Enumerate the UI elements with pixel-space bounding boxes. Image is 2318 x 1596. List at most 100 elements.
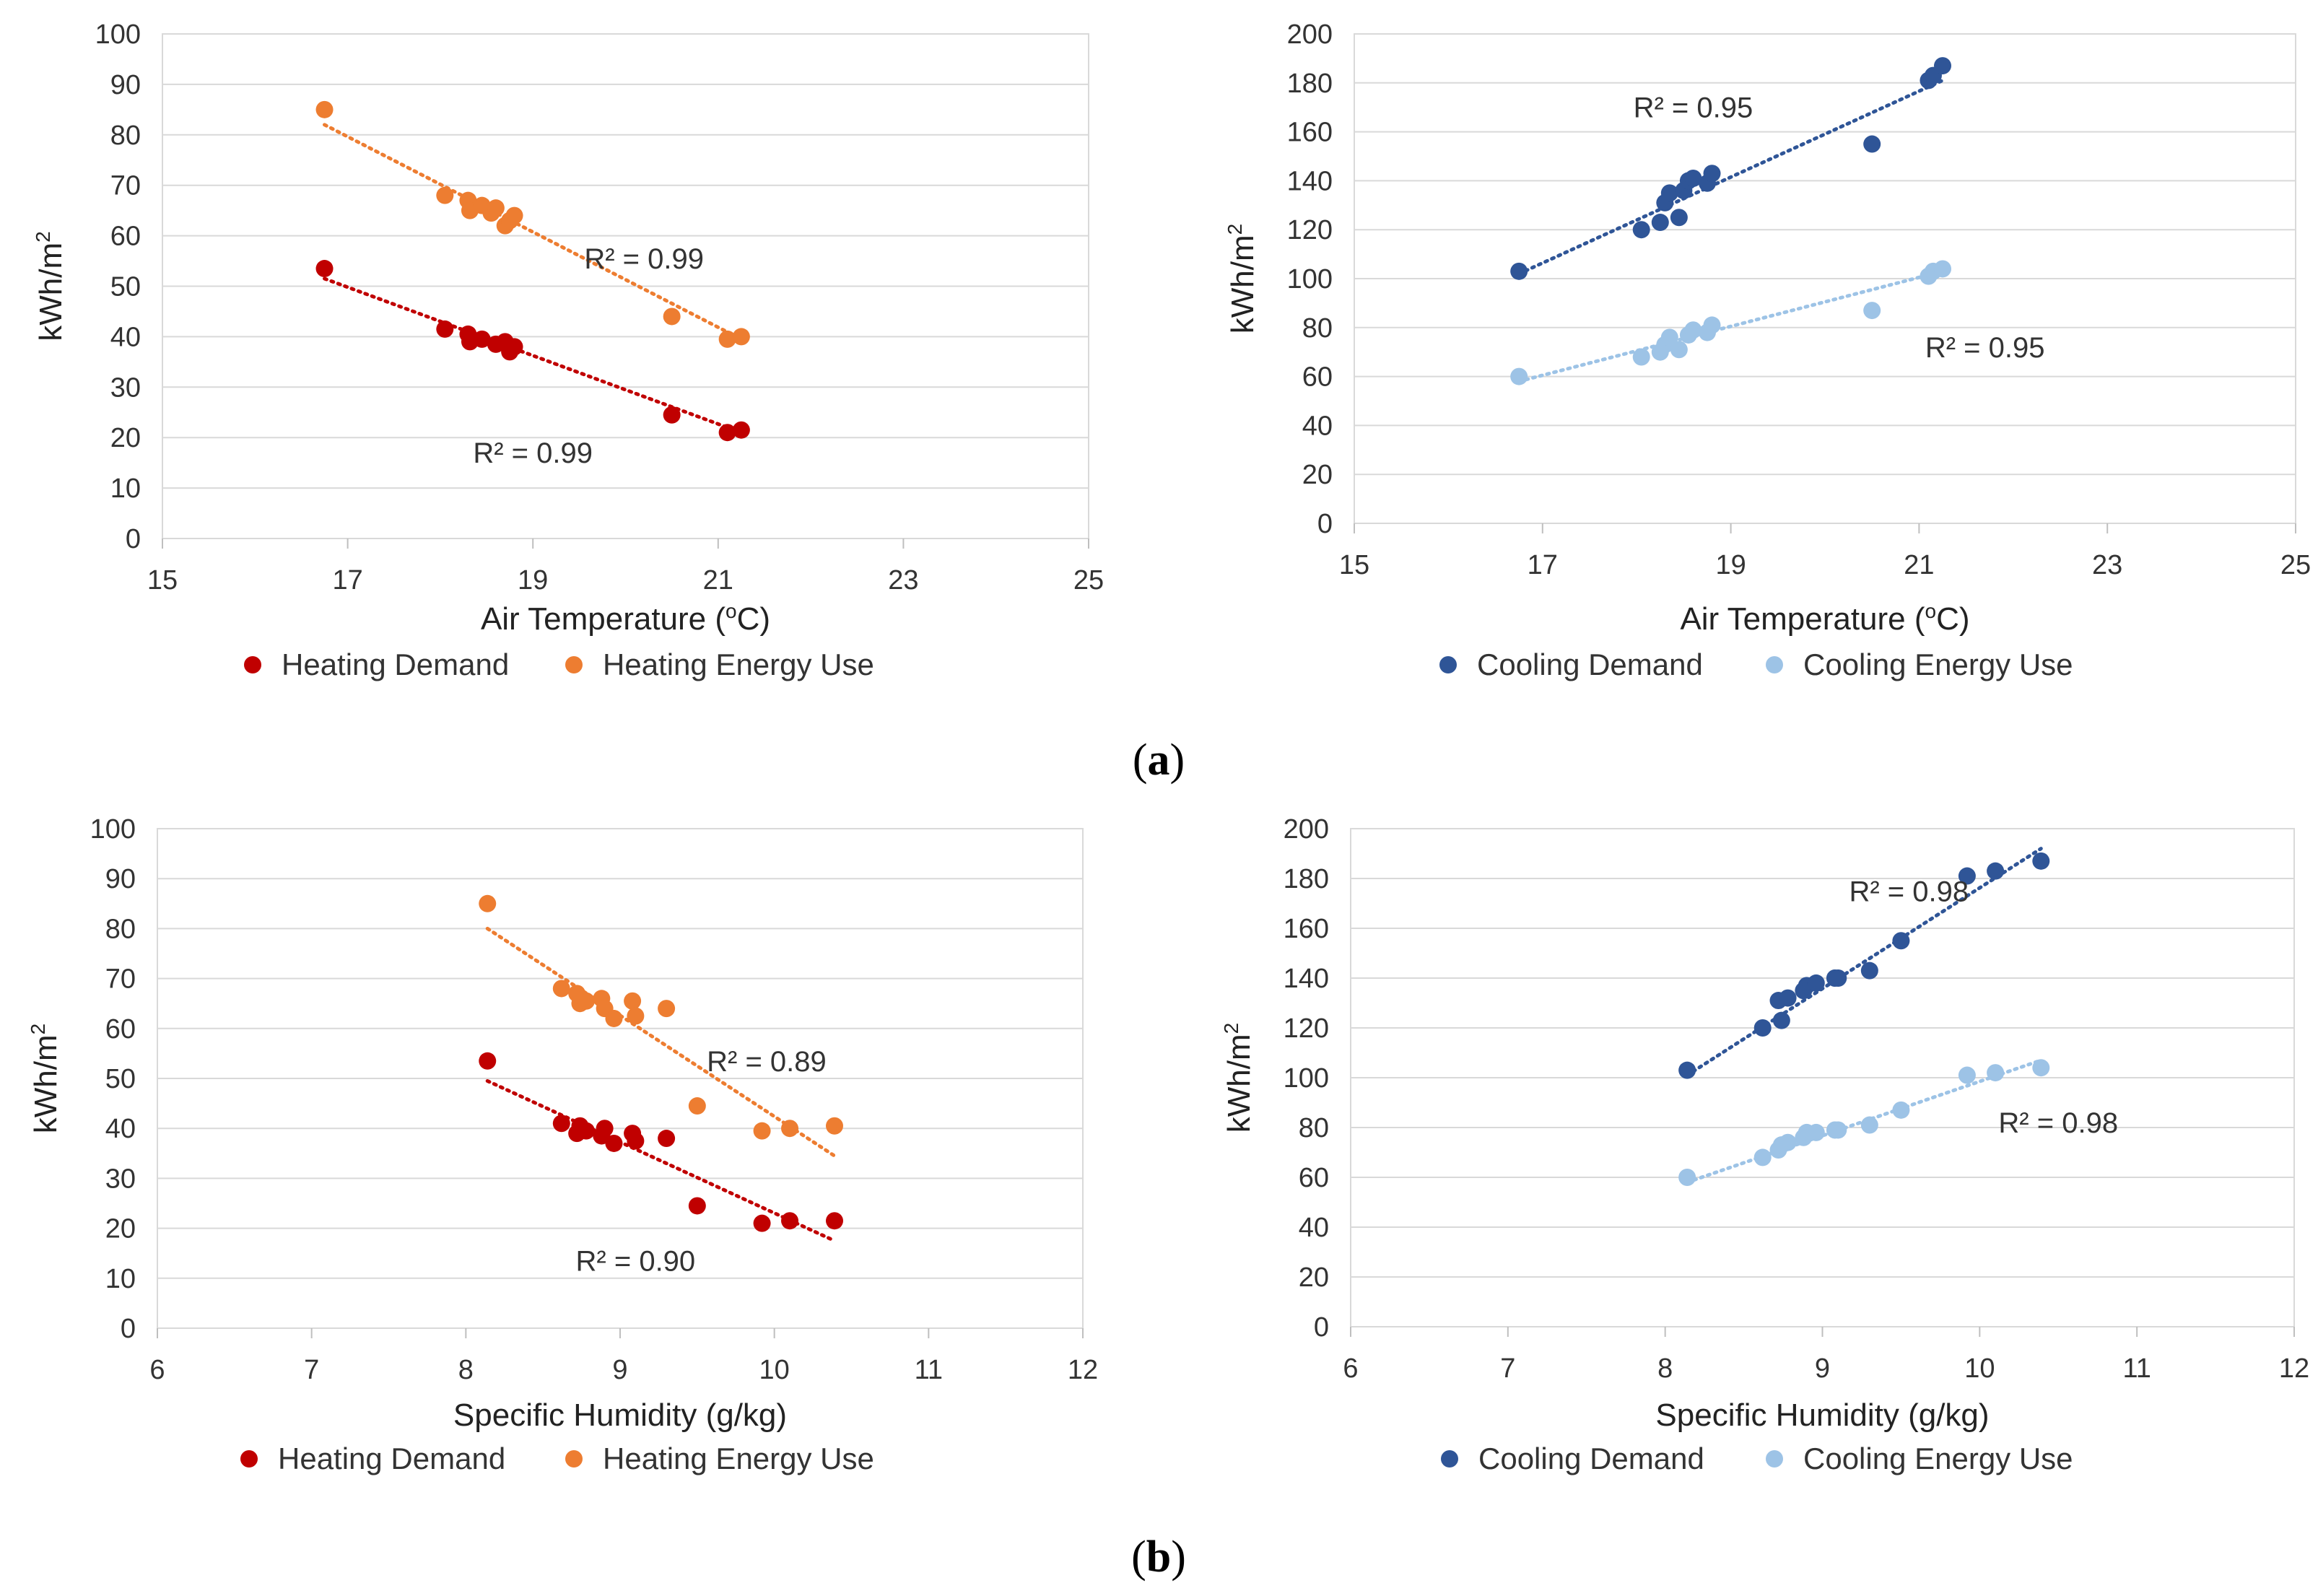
- data-point: [479, 894, 497, 912]
- y-tick-label: 200: [1284, 814, 1329, 845]
- data-point: [718, 330, 736, 348]
- x-tick-label: 21: [703, 565, 733, 596]
- x-tick-label: 6: [1343, 1353, 1358, 1384]
- data-point: [473, 330, 491, 348]
- y-tick-label: 60: [1299, 1163, 1329, 1193]
- data-point: [1660, 184, 1678, 202]
- x-tick-label: 10: [1964, 1353, 1995, 1384]
- y-tick-label: 200: [1287, 19, 1333, 50]
- y-tick-label: 50: [110, 272, 141, 302]
- x-tick-label: 7: [1500, 1353, 1515, 1384]
- y-tick-label: 90: [110, 70, 141, 100]
- data-point: [1678, 1061, 1696, 1079]
- legend-marker: [1766, 1450, 1783, 1468]
- legend-label: Heating Energy Use: [603, 1442, 874, 1475]
- legend-marker: [244, 656, 261, 673]
- data-point: [605, 1009, 623, 1027]
- x-axis-label: Specific Humidity (g/kg): [453, 1397, 787, 1433]
- data-point: [1772, 1011, 1790, 1029]
- data-point: [315, 260, 334, 278]
- data-point: [596, 1120, 614, 1138]
- data-point: [1863, 302, 1881, 320]
- x-tick-label: 11: [2122, 1353, 2151, 1384]
- series-cooling-demand: R² = 0.98: [1678, 847, 2050, 1079]
- y-tick-label: 140: [1287, 166, 1333, 196]
- y-tick-label: 180: [1287, 69, 1333, 99]
- data-point: [1860, 1116, 1878, 1134]
- x-tick-label: 17: [332, 565, 362, 596]
- y-tick-label: 40: [1299, 1213, 1329, 1243]
- r-squared-label: R² = 0.99: [473, 437, 593, 469]
- data-point: [627, 1132, 645, 1150]
- y-tick-label: 50: [105, 1064, 136, 1094]
- data-point: [753, 1214, 771, 1232]
- legend-marker: [1441, 1450, 1458, 1468]
- data-point: [1632, 221, 1650, 239]
- y-tick-label: 60: [110, 222, 141, 252]
- data-point: [825, 1212, 843, 1230]
- x-tick-label: 9: [1815, 1353, 1830, 1384]
- x-tick-label: 15: [147, 565, 178, 596]
- data-point: [1807, 974, 1825, 992]
- data-point: [1829, 969, 1847, 987]
- x-tick-label: 11: [915, 1355, 943, 1385]
- data-point: [688, 1097, 706, 1115]
- data-point: [1670, 209, 1688, 227]
- y-axis-label: kWh/m2: [1220, 1023, 1257, 1133]
- trendline: [323, 123, 744, 341]
- trendline: [485, 1078, 837, 1243]
- data-point: [605, 1134, 623, 1152]
- series-cooling-demand: R² = 0.95: [1510, 57, 1951, 280]
- data-point: [436, 186, 454, 204]
- trendline: [1517, 269, 1945, 383]
- y-axis-label: kWh/m2: [32, 231, 69, 341]
- legend-label: Cooling Energy Use: [1803, 1442, 2073, 1475]
- x-tick-label: 17: [1528, 550, 1558, 580]
- x-tick-label: 15: [1339, 550, 1369, 580]
- y-tick-label: 80: [110, 121, 141, 151]
- y-tick-label: 40: [105, 1114, 136, 1144]
- data-point: [658, 1130, 676, 1148]
- y-tick-label: 0: [1314, 1312, 1329, 1343]
- data-point: [1684, 170, 1702, 188]
- data-point: [2032, 1059, 2050, 1077]
- r-squared-label: R² = 0.95: [1925, 332, 2045, 364]
- data-point: [577, 1122, 595, 1140]
- y-tick-label: 20: [110, 423, 141, 453]
- series-cooling-energy-use: R² = 0.98: [1678, 1058, 2118, 1186]
- x-axis-label: Air Temperature (oC): [1680, 600, 1969, 637]
- x-axis-label: Specific Humidity (g/kg): [1655, 1397, 1989, 1433]
- y-tick-label: 100: [1284, 1063, 1329, 1094]
- data-point: [1892, 1101, 1910, 1119]
- x-tick-label: 6: [149, 1355, 165, 1385]
- data-point: [577, 992, 595, 1010]
- data-point: [1958, 867, 1976, 885]
- data-point: [718, 424, 736, 442]
- data-point: [1753, 1148, 1772, 1167]
- r-squared-label: R² = 0.98: [1998, 1107, 2118, 1139]
- data-point: [1660, 328, 1678, 346]
- data-point: [663, 308, 681, 326]
- y-tick-label: 90: [105, 864, 136, 894]
- y-tick-label: 80: [1299, 1113, 1329, 1143]
- y-tick-label: 160: [1287, 118, 1333, 148]
- legend-label: Heating Energy Use: [603, 647, 874, 681]
- legend-marker: [565, 1450, 583, 1468]
- y-tick-label: 60: [1302, 362, 1333, 393]
- data-point: [1703, 165, 1721, 183]
- data-point: [624, 992, 642, 1010]
- data-point: [825, 1117, 843, 1135]
- y-tick-label: 80: [105, 914, 136, 944]
- data-point: [1892, 932, 1910, 950]
- series-heating-energy-use: R² = 0.99: [315, 100, 750, 348]
- data-point: [1703, 316, 1721, 334]
- data-point: [1510, 367, 1528, 385]
- y-tick-label: 20: [105, 1214, 136, 1244]
- data-point: [732, 421, 750, 439]
- x-tick-label: 7: [304, 1355, 319, 1385]
- y-tick-label: 20: [1302, 460, 1333, 490]
- y-tick-label: 100: [95, 19, 141, 50]
- legend-marker: [565, 656, 583, 673]
- chart-air-temperature-cooling: 0 20 40 60 80 100 120 140 160 180 200 15 17 19 21 23 25 A…: [1224, 19, 2311, 681]
